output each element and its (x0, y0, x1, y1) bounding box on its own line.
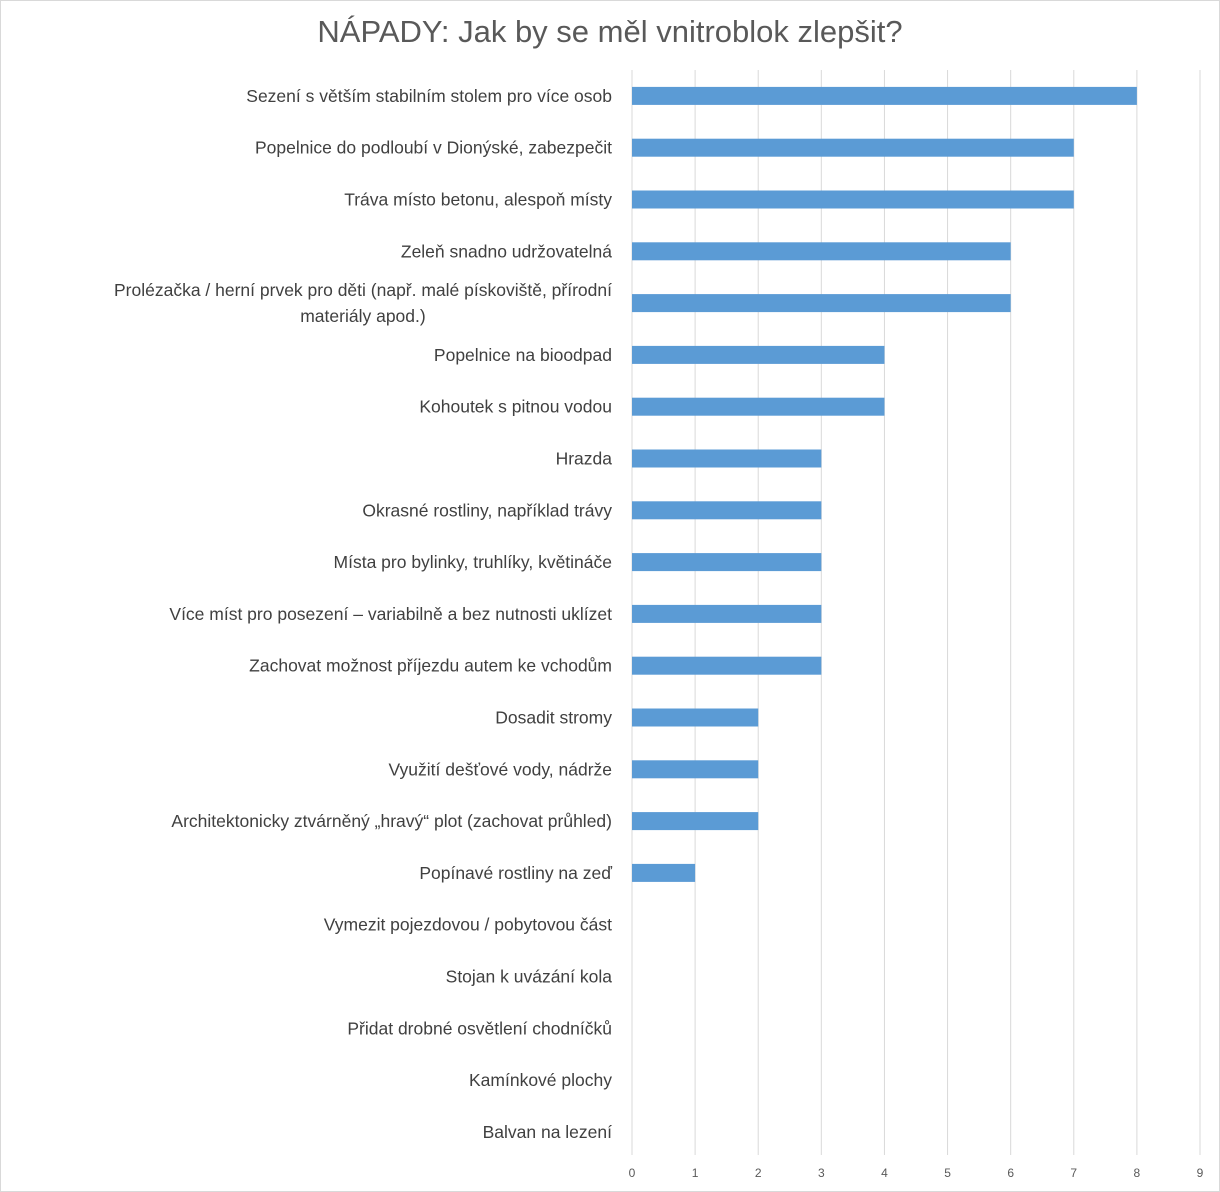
x-tick-label: 6 (1007, 1166, 1014, 1180)
bar (632, 190, 1074, 209)
category-label: Tráva místo betonu, alespoň místy (344, 190, 612, 210)
category-label: Balvan na lezení (483, 1122, 613, 1142)
category-label: Architektonicky ztvárněný „hravý“ plot (… (171, 811, 612, 831)
category-label: Dosadit stromy (495, 708, 612, 728)
category-label: Hrazda (556, 449, 613, 469)
x-tick-label: 1 (692, 1166, 699, 1180)
x-tick-labels: 0 1 2 3 4 5 6 7 8 9 (629, 1166, 1204, 1180)
category-label: Zeleň snadno udržovatelná (401, 241, 612, 261)
bar (632, 397, 885, 416)
category-label: Kohoutek s pitnou vodou (419, 397, 612, 417)
bars (632, 86, 1137, 882)
category-label: Přidat drobné osvětlení chodníčků (347, 1018, 612, 1038)
bar (632, 449, 822, 468)
bar (632, 294, 1011, 313)
category-label: Sezení s větším stabilním stolem pro víc… (246, 86, 612, 106)
category-label: Prolézačka / herní prvek pro děti (např.… (114, 280, 612, 326)
category-label: Stojan k uvázání kola (446, 967, 613, 987)
category-labels: Sezení s větším stabilním stolem pro víc… (114, 86, 612, 1142)
bar (632, 242, 1011, 261)
bar (632, 708, 759, 727)
category-label: Využití dešťové vody, nádrže (389, 759, 612, 779)
x-tick-label: 7 (1070, 1166, 1077, 1180)
category-label: Místa pro bylinky, truhlíky, květináče (334, 552, 612, 572)
x-tick-label: 8 (1134, 1166, 1141, 1180)
category-label: Kamínkové plochy (469, 1070, 612, 1090)
category-label: Více míst pro posezení – variabilně a be… (169, 604, 612, 624)
bar (632, 604, 822, 623)
category-label: Popelnice do podloubí v Dionýské, zabezp… (255, 138, 612, 158)
category-label: Popínavé rostliny na zeď (419, 863, 612, 883)
bar (632, 656, 822, 675)
x-tick-label: 0 (629, 1166, 636, 1180)
bar (632, 553, 822, 572)
category-label: Zachovat možnost příjezdu autem ke vchod… (249, 656, 612, 676)
bar (632, 138, 1074, 157)
category-label: Vymezit pojezdovou / pobytovou část (324, 915, 612, 935)
bar (632, 501, 822, 520)
bar (632, 760, 759, 779)
bar (632, 812, 759, 831)
x-tick-label: 4 (881, 1166, 888, 1180)
x-tick-label: 2 (755, 1166, 762, 1180)
category-label: Okrasné rostliny, například trávy (362, 500, 612, 520)
x-tick-label: 5 (944, 1166, 951, 1180)
chart-title: NÁPADY: Jak by se měl vnitroblok zlepšit… (317, 14, 903, 49)
x-tick-label: 9 (1197, 1166, 1204, 1180)
category-label: Popelnice na bioodpad (434, 345, 612, 365)
bar (632, 86, 1137, 105)
x-tick-label: 3 (818, 1166, 825, 1180)
bar (632, 345, 885, 364)
bar (632, 863, 696, 882)
